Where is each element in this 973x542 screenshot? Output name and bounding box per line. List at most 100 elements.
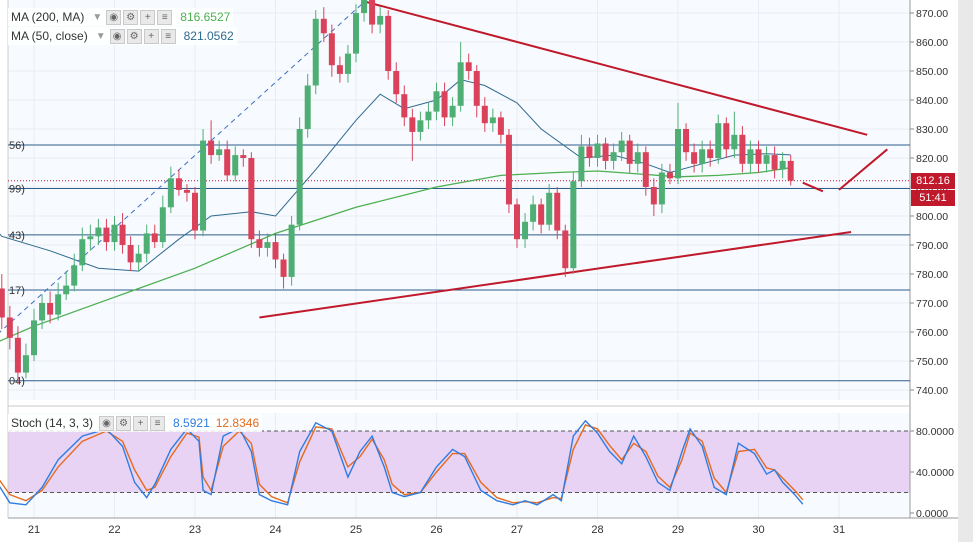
- candle-body: [232, 155, 239, 176]
- candle-body: [200, 140, 207, 231]
- settings-icon[interactable]: ⚙: [126, 28, 142, 44]
- candle-body: [401, 94, 408, 118]
- price-tick-label: 790.00: [916, 240, 948, 252]
- candle-body: [538, 204, 545, 225]
- candle-body: [481, 105, 488, 124]
- candle-body: [707, 149, 714, 158]
- price-tick-label: 850.00: [916, 66, 948, 78]
- candle-body: [336, 65, 343, 74]
- right-scrollbar[interactable]: [958, 0, 973, 542]
- chevron-down-icon[interactable]: ▼: [95, 30, 106, 42]
- candle-body: [465, 62, 472, 71]
- x-tick-label: 29: [672, 524, 684, 536]
- candle-body: [417, 120, 424, 132]
- settings-icon[interactable]: ⚙: [123, 9, 139, 25]
- level-label: 04): [9, 376, 25, 388]
- ma200-legend[interactable]: MA (200, MA) ▼ ◉ ⚙ + ≡ 816.6527: [8, 8, 234, 26]
- chevron-down-icon[interactable]: ▼: [92, 11, 103, 23]
- stoch-k-value: 8.5921: [173, 416, 210, 430]
- price-tick-label: 830.00: [916, 124, 948, 136]
- candle-body: [159, 207, 166, 243]
- projection-segment: [802, 181, 824, 193]
- ma50-legend[interactable]: MA (50, close) ▼ ◉ ⚙ + ≡ 821.0562: [8, 27, 237, 45]
- candle-body: [699, 149, 706, 164]
- x-tick-label: 28: [591, 524, 603, 536]
- candle-body: [723, 123, 730, 150]
- candle-body: [385, 15, 392, 71]
- add-icon[interactable]: +: [143, 28, 159, 44]
- candle-body: [312, 18, 319, 86]
- stoch-legend[interactable]: Stoch (14, 3, 3) ◉ ⚙ + ≡ 8.5921 12.8346: [8, 414, 263, 432]
- dashed-support-line: [0, 0, 368, 333]
- settings-icon[interactable]: ⚙: [116, 415, 132, 431]
- candle-body: [22, 355, 29, 373]
- level-label: 56): [9, 140, 25, 152]
- candle-body: [433, 91, 440, 112]
- candle-body: [369, 0, 376, 25]
- candle-body: [473, 71, 480, 106]
- candle-body: [63, 285, 70, 295]
- price-pane: [8, 0, 910, 400]
- candle-body: [570, 181, 577, 269]
- more-icon[interactable]: ≡: [160, 28, 176, 44]
- candle-body: [425, 111, 432, 121]
- more-icon[interactable]: ≡: [157, 9, 173, 25]
- countdown-tag: 51:41: [911, 190, 955, 206]
- x-tick-label: 26: [430, 524, 442, 536]
- candle-body: [618, 140, 625, 153]
- candle-body: [779, 160, 786, 170]
- candle-body: [320, 18, 327, 34]
- candle-body: [127, 245, 134, 263]
- ma200-label: MA (200, MA): [11, 10, 85, 24]
- ma50-value: 821.0562: [183, 29, 234, 43]
- add-icon[interactable]: +: [133, 415, 149, 431]
- candle-body: [208, 140, 215, 156]
- candle-body: [586, 146, 593, 158]
- visibility-icon[interactable]: ◉: [106, 9, 122, 25]
- candle-body: [264, 242, 271, 248]
- ma50-line: [0, 79, 791, 272]
- candle-body: [393, 71, 400, 95]
- candle-body: [489, 117, 496, 124]
- candle-body: [731, 134, 738, 150]
- candle-body: [514, 204, 520, 240]
- x-tick-label: 24: [269, 524, 281, 536]
- candle-body: [602, 143, 609, 161]
- price-tick-label: 860.00: [916, 37, 948, 49]
- candle-body: [505, 134, 512, 205]
- upper-trendline: [363, 0, 868, 136]
- x-tick-label: 27: [511, 524, 523, 536]
- candle-body: [666, 172, 673, 179]
- candle-body: [119, 224, 126, 245]
- level-label: 43): [9, 230, 25, 242]
- candle-body: [175, 178, 182, 190]
- price-tick-label: 740.00: [916, 385, 948, 397]
- candle-body: [6, 317, 13, 338]
- add-icon[interactable]: +: [140, 9, 156, 25]
- stoch-d-line: [0, 424, 804, 504]
- candle-body: [31, 320, 37, 356]
- candle-body: [240, 155, 247, 158]
- candle-body: [55, 294, 62, 315]
- visibility-icon[interactable]: ◉: [99, 415, 115, 431]
- level-label: 17): [9, 285, 25, 297]
- x-tick-label: 31: [833, 524, 845, 536]
- candle-body: [288, 224, 295, 277]
- visibility-icon[interactable]: ◉: [109, 28, 125, 44]
- price-tick-label: 800.00: [916, 211, 948, 223]
- candle-body: [151, 233, 158, 243]
- level-label: 99): [9, 183, 25, 195]
- candle-body: [747, 149, 754, 164]
- candle-body: [143, 233, 150, 254]
- candle-body: [111, 224, 118, 243]
- candle-body: [224, 149, 231, 176]
- x-tick-label: 30: [752, 524, 764, 536]
- candle-body: [248, 158, 255, 240]
- candle-body: [739, 134, 746, 164]
- more-icon[interactable]: ≡: [150, 415, 166, 431]
- candle-body: [304, 85, 311, 129]
- candle-body: [377, 15, 384, 25]
- ma200-line: [0, 167, 791, 342]
- x-tick-label: 22: [108, 524, 120, 536]
